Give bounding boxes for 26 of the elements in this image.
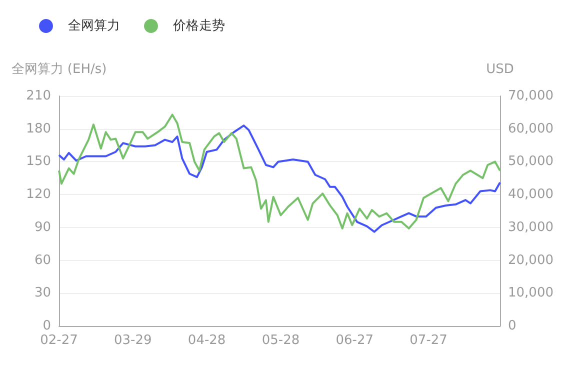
x-tick-label: 07-27 (410, 333, 448, 348)
x-tick-label: 02-27 (40, 333, 78, 348)
y2-tick-label: 30,000 (508, 220, 554, 235)
y2-tick-label: 0 (508, 318, 516, 334)
x-tick-label: 05-28 (262, 333, 300, 348)
y2-tick-label: 50,000 (508, 154, 554, 170)
y-tick-label: 180 (26, 121, 51, 136)
y-axis-title: 全网算力 (EH/s) (11, 62, 107, 77)
x-tick-label: 04-28 (188, 333, 226, 348)
legend-label: 价格走势 (172, 18, 225, 34)
legend-label: 全网算力 (68, 18, 120, 34)
y2-tick-label: 20,000 (508, 252, 554, 268)
x-tick-label: 06-27 (336, 333, 374, 348)
y2-tick-label: 60,000 (508, 121, 554, 136)
y2-tick-label: 70,000 (508, 88, 554, 104)
y-tick-label: 210 (26, 88, 51, 104)
y-tick-label: 0 (42, 318, 51, 334)
y-tick-label: 120 (26, 187, 51, 202)
y-tick-label: 90 (34, 220, 51, 235)
y-tick-label: 30 (34, 286, 51, 301)
y2-tick-label: 40,000 (508, 187, 554, 202)
y-tick-label: 60 (34, 252, 51, 268)
y2-axis-title: USD (486, 62, 514, 77)
y2-tick-label: 10,000 (508, 286, 554, 301)
y-tick-label: 150 (26, 154, 51, 170)
x-tick-label: 03-29 (114, 333, 152, 348)
